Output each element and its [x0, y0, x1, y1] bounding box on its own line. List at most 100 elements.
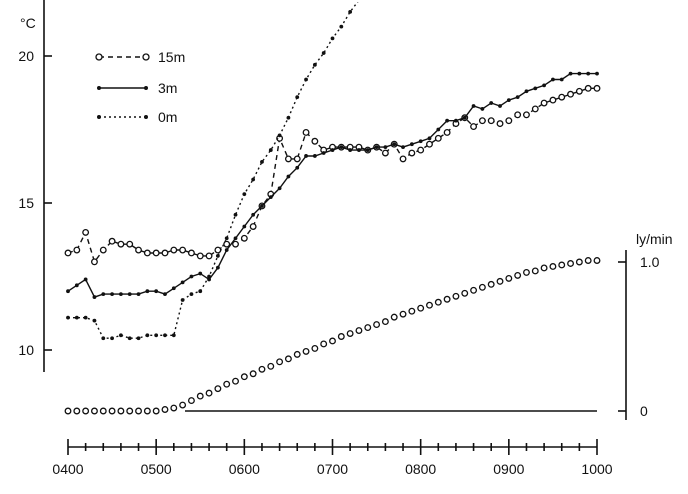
- data-point: [223, 380, 231, 388]
- data-point: [136, 336, 141, 341]
- data-point: [242, 224, 247, 229]
- data-point: [593, 257, 601, 264]
- data-point: [478, 283, 486, 291]
- series-layer: [64, 2, 601, 415]
- data-point: [524, 89, 529, 94]
- data-point: [559, 77, 564, 82]
- legend-entry: 3m: [97, 80, 177, 96]
- data-point: [470, 286, 478, 294]
- data-point: [567, 260, 574, 267]
- legend-marker: [97, 115, 101, 119]
- data-point: [242, 192, 247, 197]
- data-point: [549, 96, 557, 104]
- data-point: [426, 140, 433, 148]
- legend-marker: [142, 53, 150, 61]
- data-point: [321, 51, 326, 55]
- data-point: [434, 134, 442, 142]
- data-point: [586, 71, 591, 76]
- data-point: [478, 117, 486, 125]
- data-point: [171, 333, 176, 338]
- data-point: [161, 249, 169, 257]
- data-point: [74, 283, 79, 288]
- data-point: [461, 289, 469, 297]
- data-point: [383, 145, 388, 150]
- data-point: [496, 277, 504, 285]
- data-point: [514, 271, 522, 279]
- data-point: [390, 313, 398, 321]
- data-point: [127, 292, 132, 297]
- data-point: [90, 407, 98, 415]
- data-point: [575, 258, 583, 266]
- data-point: [286, 115, 291, 120]
- data-point: [224, 236, 229, 241]
- data-point: [487, 280, 495, 288]
- data-point: [90, 258, 98, 266]
- series-0m: [66, 2, 360, 341]
- data-point: [189, 274, 194, 279]
- legend-label: 3m: [158, 80, 177, 96]
- data-point: [277, 133, 282, 138]
- data-point: [436, 127, 441, 132]
- data-point: [126, 240, 134, 248]
- data-point: [73, 246, 81, 254]
- legend-label: 0m: [158, 109, 177, 125]
- data-point: [110, 336, 114, 341]
- data-point: [83, 277, 88, 282]
- data-point: [584, 257, 592, 264]
- data-point: [480, 107, 485, 111]
- data-point: [523, 268, 530, 276]
- data-point: [462, 115, 467, 120]
- data-point: [330, 36, 335, 41]
- data-point: [135, 246, 142, 254]
- data-point: [514, 111, 522, 119]
- data-point: [445, 118, 450, 123]
- data-point: [399, 155, 407, 163]
- legend-entry: 15m: [95, 49, 185, 65]
- data-point: [232, 240, 239, 248]
- data-point: [152, 407, 160, 415]
- data-point: [373, 321, 381, 329]
- legend-marker: [95, 53, 103, 61]
- data-point: [171, 286, 176, 291]
- data-point: [187, 397, 195, 405]
- data-point: [339, 145, 344, 150]
- data-point: [551, 77, 555, 82]
- data-point: [101, 292, 106, 297]
- data-point: [312, 154, 317, 158]
- data-point: [82, 228, 90, 236]
- data-point: [320, 340, 328, 348]
- data-point: [198, 271, 203, 276]
- data-point: [82, 407, 90, 415]
- data-point: [99, 407, 107, 415]
- data-point: [126, 407, 134, 415]
- data-point: [401, 145, 405, 150]
- data-point: [119, 333, 123, 338]
- data-point: [224, 248, 229, 252]
- data-point: [180, 298, 185, 302]
- data-point: [302, 347, 310, 355]
- data-point: [381, 149, 389, 157]
- data-point: [487, 117, 495, 125]
- data-point: [584, 84, 592, 92]
- data-point: [427, 136, 432, 141]
- data-point: [443, 295, 451, 303]
- y2-axis-unit: ly/min: [636, 231, 673, 247]
- data-point: [152, 249, 160, 257]
- data-point: [215, 254, 220, 258]
- data-point: [205, 389, 213, 397]
- x-tick-label: 0400: [52, 461, 83, 477]
- data-point: [136, 292, 141, 297]
- data-point: [408, 149, 416, 157]
- data-point: [426, 301, 433, 309]
- data-point: [284, 155, 292, 163]
- data-point: [101, 336, 106, 341]
- data-point: [540, 264, 548, 272]
- data-point: [260, 204, 264, 208]
- series-line: [67, 72, 597, 298]
- data-point: [277, 186, 282, 191]
- data-point: [179, 246, 187, 254]
- data-point: [418, 139, 423, 144]
- data-point: [304, 154, 308, 158]
- data-point: [163, 333, 167, 338]
- y-tick-label: 10: [18, 342, 34, 358]
